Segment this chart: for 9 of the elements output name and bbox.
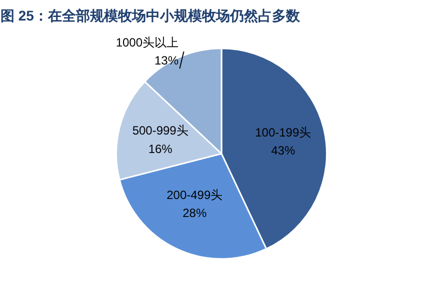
slice-label: 200-499头 (166, 188, 223, 202)
data-label: 13% (154, 54, 179, 68)
data-label: 16% (148, 142, 173, 156)
data-label: 28% (182, 206, 207, 220)
data-label: 43% (271, 144, 296, 158)
slice-label: 100-199头 (255, 125, 312, 140)
slice-label: 1000头以上 (116, 35, 179, 50)
chart-title: 图 25：在全部规模牧场中小规模牧场仍然占多数 (0, 8, 301, 24)
slice-label: 500-999头 (132, 124, 188, 138)
